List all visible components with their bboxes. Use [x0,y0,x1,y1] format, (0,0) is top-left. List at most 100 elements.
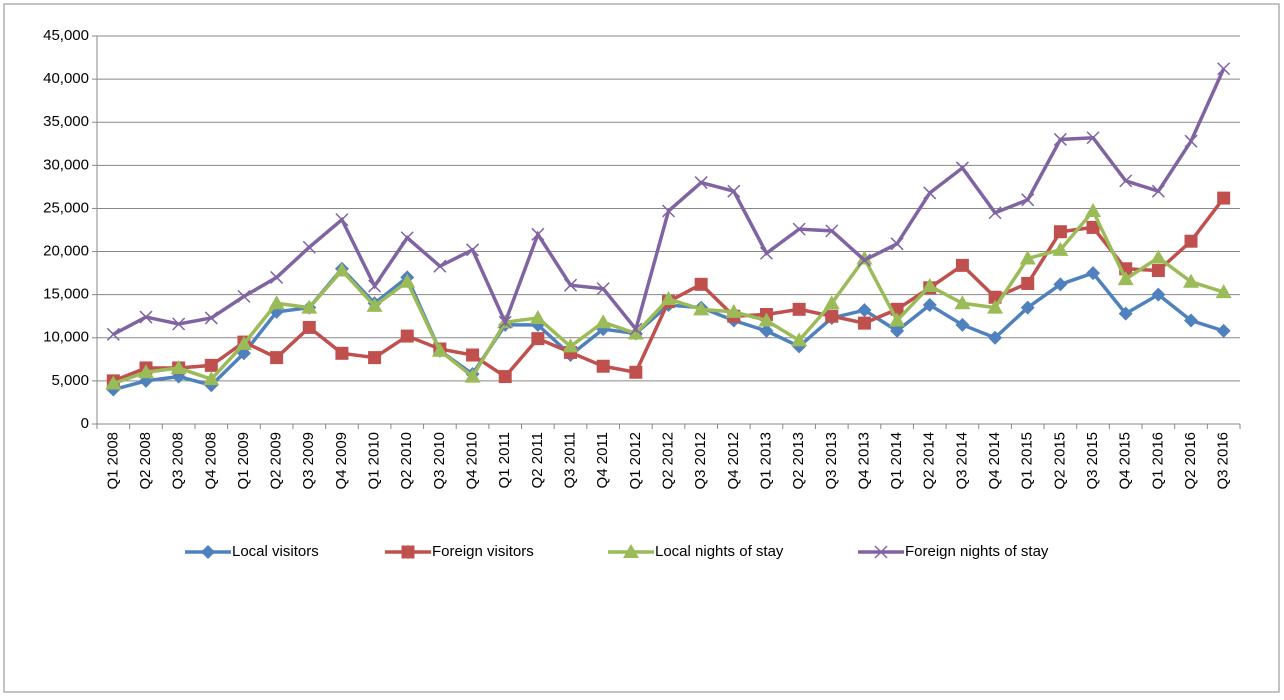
x-tick-label: Q4 2010 [464,432,481,490]
x-tick-label: Q2 2009 [268,432,285,490]
x-tick-label: Q4 2011 [594,432,611,488]
x-tick-label: Q2 2012 [659,432,676,490]
y-tick-label: 35,000 [43,113,89,130]
data-point [466,243,480,257]
data-point [333,262,350,277]
data-point [693,301,710,316]
data-point [1052,241,1069,256]
legend-label: Foreign nights of stay [905,543,1049,560]
data-point [1021,193,1035,207]
x-tick-label: Q3 2016 [1215,432,1232,490]
data-point [1150,249,1167,264]
data-point [1216,323,1231,338]
data-point [889,312,906,327]
data-point [759,323,774,338]
x-tick-label: Q2 2008 [137,432,154,490]
data-point [563,278,578,292]
data-point [204,311,218,325]
data-point [1085,203,1102,218]
x-tick-label: Q3 2014 [953,432,970,490]
legend-marker [623,544,639,558]
data-point [1053,225,1067,239]
x-tick-label: Q3 2011 [561,432,578,488]
data-point [203,371,220,386]
y-tick-label: 10,000 [43,329,89,346]
data-point [1086,131,1100,145]
data-point [366,297,383,312]
data-point [270,270,284,284]
data-point [105,375,122,390]
data-point [727,184,741,198]
data-point [431,342,448,357]
data-point [923,186,937,200]
data-point [660,290,677,305]
data-point [1217,191,1231,205]
data-point [1151,264,1165,278]
x-tick-label: Q2 2016 [1182,432,1199,490]
x-tick-label: Q3 2015 [1084,432,1101,490]
data-point [857,253,871,267]
data-point [791,332,808,347]
data-point [694,277,708,291]
x-tick-label: Q4 2009 [333,432,350,490]
data-point [399,273,416,288]
data-point [137,364,154,379]
data-point [758,312,775,327]
data-point [498,315,512,329]
chart-border [3,3,1280,693]
data-point [1019,250,1036,265]
data-point [629,365,643,379]
data-point [106,327,120,341]
data-point [270,351,284,365]
x-tick-label: Q2 2011 [529,432,546,488]
data-point [1183,273,1200,288]
data-point [792,222,806,236]
data-point [629,322,643,336]
data-point [955,317,970,332]
data-point [531,332,545,346]
x-tick-label: Q1 2010 [366,432,383,490]
data-point [725,303,742,318]
data-point [1020,300,1035,315]
x-tick-label: Q2 2014 [921,432,938,490]
x-tick-label: Q1 2013 [757,432,774,490]
legend-marker [401,545,415,559]
data-point [1086,220,1100,234]
data-point [464,368,481,383]
data-point [890,323,905,338]
x-tick-label: Q4 2014 [986,432,1003,490]
data-point [368,279,382,293]
y-tick-label: 25,000 [43,199,89,216]
data-point [531,227,545,241]
data-point [235,335,252,350]
data-point [466,348,480,362]
data-point [955,258,969,272]
data-point [1053,132,1067,146]
data-point [988,206,1002,220]
data-point [1151,184,1165,198]
data-point [759,246,774,260]
data-point [954,295,971,310]
data-point [139,310,153,324]
data-point [823,295,840,310]
data-point [955,161,969,175]
data-point [1086,266,1101,281]
x-tick-label: Q1 2012 [627,432,644,490]
legend-marker [201,545,215,559]
data-point [1215,284,1232,299]
data-point [922,298,937,313]
y-tick-label: 15,000 [43,286,89,303]
data-point [1053,277,1068,292]
data-point [987,299,1004,314]
data-point [529,309,546,324]
y-tick-label: 5,000 [51,372,89,389]
data-point [562,338,579,353]
x-tick-label: Q3 2010 [431,432,448,490]
data-point [204,358,218,372]
data-point [1119,174,1133,188]
data-point [792,302,806,316]
data-point [921,278,938,293]
data-point [1117,271,1134,286]
x-tick-label: Q1 2009 [235,432,252,490]
x-tick-label: Q4 2013 [855,432,872,490]
